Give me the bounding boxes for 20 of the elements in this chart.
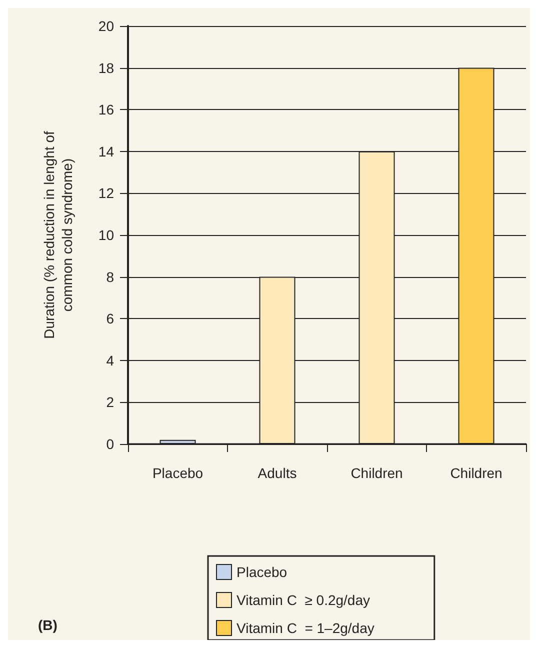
text: (B) — [38, 617, 58, 633]
x-tick-label: Adults — [258, 465, 297, 481]
x-tick-label: Children — [350, 465, 403, 481]
x-tick-label: Placebo — [152, 465, 204, 481]
legend-label: Placebo — [236, 564, 288, 580]
y-tick-label: 4 — [106, 352, 114, 368]
y-tick-label: 8 — [106, 268, 114, 285]
y-tick-label: 16 — [98, 102, 114, 118]
y-tick-label: 14 — [98, 143, 114, 160]
x-tick-label: Children — [450, 465, 502, 481]
legend-label: Vitamin C = 1–2g/day — [236, 620, 374, 636]
y-tick-label: 18 — [98, 60, 114, 76]
y-tick-label: 10 — [98, 227, 114, 243]
y-tick-label: 0 — [106, 436, 114, 452]
y-axis-title: Duration (% reduction in lenght of common cold syndrome) — [41, 131, 75, 339]
y-tick-label: 12 — [98, 185, 114, 202]
y-tick-label: 2 — [106, 394, 114, 410]
y-tick-label: 6 — [106, 310, 114, 327]
legend-label: Vitamin C ≥ 0.2g/day — [236, 592, 370, 608]
y-tick-label: 20 — [98, 18, 114, 34]
